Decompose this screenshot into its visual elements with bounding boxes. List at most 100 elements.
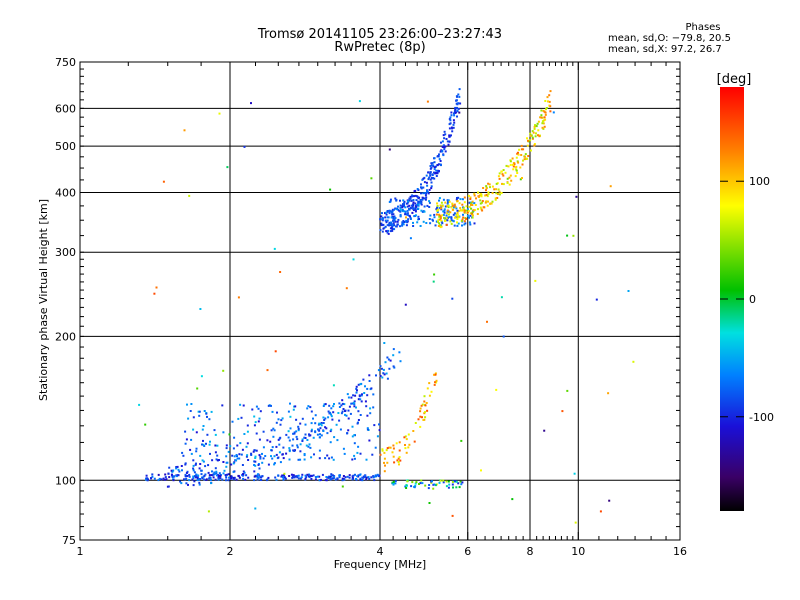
data-point xyxy=(188,479,191,482)
data-point xyxy=(231,420,234,423)
data-point xyxy=(399,459,402,462)
data-point xyxy=(432,280,435,283)
data-point xyxy=(410,207,413,210)
data-point xyxy=(405,216,407,219)
data-point xyxy=(470,203,472,206)
data-point xyxy=(330,415,333,418)
data-point xyxy=(456,211,459,214)
data-point xyxy=(392,482,395,485)
data-point xyxy=(488,183,491,186)
data-point xyxy=(517,153,520,156)
data-point xyxy=(429,174,432,177)
data-point xyxy=(387,232,390,235)
data-point xyxy=(297,425,300,428)
data-point xyxy=(411,205,414,208)
data-point xyxy=(444,145,447,148)
data-point xyxy=(481,200,484,203)
data-point xyxy=(351,478,354,481)
data-point xyxy=(293,476,296,479)
data-point xyxy=(222,472,225,475)
data-point xyxy=(256,476,259,478)
data-point xyxy=(457,93,460,96)
data-point xyxy=(437,163,440,166)
data-point xyxy=(386,216,389,219)
data-point xyxy=(260,476,262,479)
data-point xyxy=(422,419,425,421)
data-point xyxy=(471,216,474,219)
data-point xyxy=(404,435,407,438)
data-point xyxy=(255,449,258,452)
data-point xyxy=(541,120,544,123)
data-point xyxy=(151,475,154,478)
y-tick-label: 400 xyxy=(55,186,76,199)
data-point xyxy=(496,182,499,185)
data-point xyxy=(427,487,430,490)
data-point xyxy=(348,474,351,477)
data-point xyxy=(485,193,488,196)
data-point xyxy=(232,476,235,479)
data-point xyxy=(393,215,396,218)
data-point xyxy=(185,472,188,474)
data-point xyxy=(435,172,438,175)
data-point xyxy=(305,444,308,447)
data-point xyxy=(423,181,426,184)
data-point xyxy=(463,223,466,226)
data-point xyxy=(184,475,187,478)
data-point xyxy=(466,214,469,217)
data-point xyxy=(158,477,161,480)
data-point xyxy=(382,368,385,371)
data-point xyxy=(436,202,439,205)
data-point xyxy=(199,478,202,481)
data-point xyxy=(348,405,351,408)
data-point xyxy=(443,148,446,151)
data-point xyxy=(426,204,429,207)
data-point xyxy=(180,465,183,467)
data-point xyxy=(267,404,270,407)
y-tick-label: 750 xyxy=(55,56,76,69)
data-point xyxy=(473,202,476,205)
data-point xyxy=(481,209,484,212)
data-point xyxy=(441,140,444,143)
data-point xyxy=(480,469,482,472)
data-point xyxy=(405,202,408,205)
data-point xyxy=(421,482,424,485)
data-point xyxy=(368,374,371,377)
data-point xyxy=(386,461,389,464)
data-point xyxy=(383,342,386,344)
data-point xyxy=(455,99,458,102)
data-point xyxy=(338,476,341,479)
data-point xyxy=(223,469,226,472)
data-point xyxy=(168,466,171,469)
data-point xyxy=(384,219,387,222)
data-point xyxy=(447,213,450,216)
data-point xyxy=(257,407,260,410)
data-point xyxy=(444,219,447,222)
data-point xyxy=(232,447,235,450)
data-point xyxy=(304,474,307,477)
data-point xyxy=(327,476,330,479)
data-point xyxy=(228,476,231,479)
data-point xyxy=(423,210,426,213)
data-point xyxy=(326,454,329,457)
data-point xyxy=(450,222,453,225)
data-point xyxy=(445,217,448,220)
data-point xyxy=(182,454,185,457)
data-point xyxy=(412,225,415,227)
data-point xyxy=(441,222,444,225)
data-point xyxy=(277,456,280,459)
data-point xyxy=(449,116,452,119)
data-point xyxy=(389,446,392,449)
data-point xyxy=(609,185,612,188)
data-point xyxy=(303,454,306,457)
data-point xyxy=(442,146,445,148)
data-point xyxy=(402,223,405,226)
data-point xyxy=(329,411,332,414)
data-point xyxy=(314,422,317,425)
data-point xyxy=(192,467,195,470)
data-point xyxy=(539,116,542,119)
data-point xyxy=(331,418,334,421)
data-point xyxy=(185,438,188,441)
data-point xyxy=(278,451,281,454)
data-point xyxy=(197,474,200,477)
data-point xyxy=(177,468,180,471)
